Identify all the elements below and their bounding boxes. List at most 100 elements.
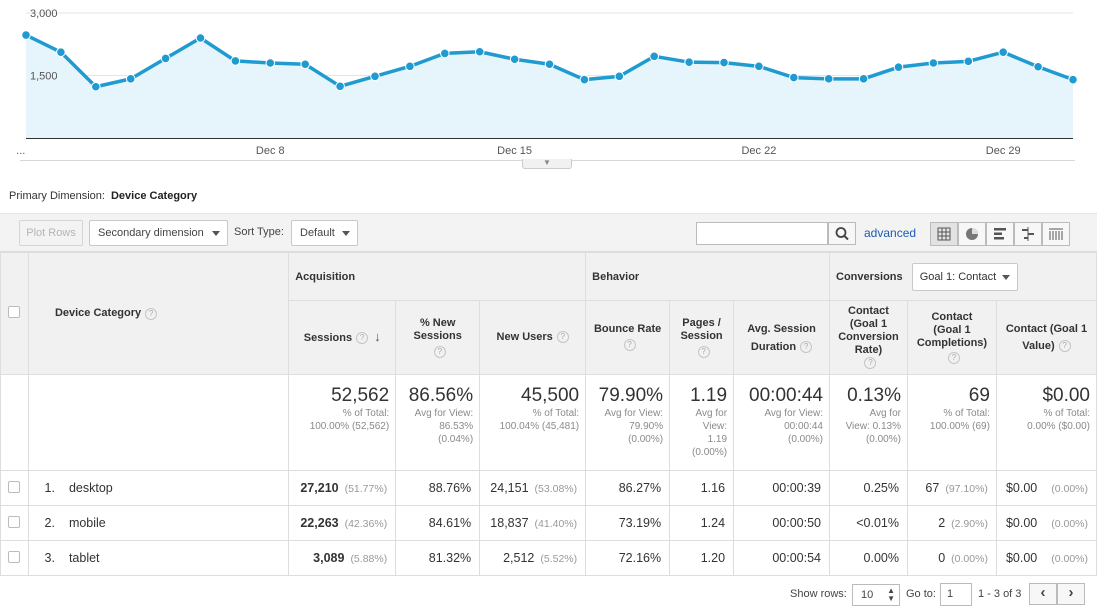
totals-checkbox-cell bbox=[0, 374, 29, 471]
conv-rate-header[interactable]: Contact (Goal 1 Conversion Rate)? bbox=[829, 300, 908, 375]
help-icon[interactable]: ? bbox=[864, 357, 877, 370]
prev-page-button[interactable]: ‹ bbox=[1029, 583, 1057, 605]
view-percentage-button[interactable] bbox=[958, 222, 986, 246]
avg-session-header[interactable]: Avg. Session Duration? bbox=[733, 300, 830, 375]
next-page-button[interactable]: › bbox=[1057, 583, 1085, 605]
value-cell: $0.00 (0.00%) bbox=[995, 470, 1097, 506]
table-search-input[interactable] bbox=[696, 222, 828, 245]
select-all-checkbox[interactable] bbox=[8, 306, 21, 318]
search-button[interactable] bbox=[828, 222, 856, 245]
secondary-dimension-dropdown[interactable]: Secondary dimension bbox=[89, 220, 228, 246]
chevron-down-icon bbox=[212, 231, 220, 236]
view-data-table-button[interactable] bbox=[930, 222, 958, 246]
totals-label-cell bbox=[27, 374, 290, 471]
goto-page-input[interactable]: 1 bbox=[940, 583, 972, 606]
completions-header[interactable]: Contact (Goal 1 Completions)? bbox=[906, 300, 997, 375]
help-icon[interactable]: ? bbox=[556, 331, 569, 344]
sessions-pct: (51.77%) bbox=[344, 483, 388, 495]
row-checkbox[interactable] bbox=[8, 515, 21, 528]
help-icon[interactable]: ? bbox=[433, 345, 446, 358]
help-icon[interactable]: ? bbox=[800, 340, 813, 353]
data-point bbox=[160, 53, 171, 64]
goal-dropdown[interactable]: Goal 1: Contact bbox=[911, 262, 1018, 291]
view-comparison-button[interactable] bbox=[1014, 222, 1042, 246]
completions-pct: (2.90%) bbox=[951, 518, 988, 530]
view-pivot-button[interactable] bbox=[1042, 222, 1070, 246]
data-point bbox=[509, 54, 520, 65]
total-sessions: 52,562 % of Total: 100.00% (52,562) bbox=[288, 374, 397, 471]
help-icon[interactable]: ? bbox=[623, 339, 636, 352]
show-rows-select[interactable]: 10 ▲ ▼ bbox=[852, 584, 900, 606]
value-cell: $0.00 (0.00%) bbox=[995, 505, 1097, 541]
new-sessions-header[interactable]: % New Sessions? bbox=[395, 300, 481, 375]
y-tick-label: 3,000 bbox=[30, 8, 58, 20]
avg-session-cell: 00:00:54 bbox=[733, 540, 830, 576]
total-pages-session: 1.19 Avg for View: 1.19 (0.00%) bbox=[669, 374, 735, 471]
x-tick-label: Dec 22 bbox=[741, 145, 776, 157]
total-avg-session: 00:00:44 Avg for View: 00:00:44 (0.00%) bbox=[733, 374, 830, 471]
table-toolbar: Plot Rows Secondary dimension Sort Type:… bbox=[0, 213, 1097, 252]
help-icon[interactable]: ? bbox=[356, 332, 369, 345]
device-link[interactable]: desktop bbox=[68, 481, 113, 495]
value-header[interactable]: Contact (Goal 1 Value)? bbox=[995, 300, 1097, 375]
data-point bbox=[21, 30, 31, 40]
data-point bbox=[754, 61, 764, 72]
data-point bbox=[195, 33, 206, 43]
dimension-header[interactable]: Device Category? bbox=[27, 252, 290, 375]
device-link[interactable]: mobile bbox=[68, 516, 106, 530]
help-icon[interactable]: ? bbox=[145, 307, 158, 320]
goal-dropdown-value: Goal 1: Contact bbox=[919, 270, 997, 283]
pages-session-header[interactable]: Pages / Session? bbox=[669, 300, 735, 375]
table-row: 2. mobile 22,263 (42.36%) 84.61% 18,837 (41… bbox=[0, 505, 1097, 541]
total-caption: View: 0.13% bbox=[845, 421, 901, 432]
device-cell: 1. desktop bbox=[27, 470, 290, 506]
table-row: 1. desktop 27,210 (51.77%) 88.76% 24,151 (5… bbox=[0, 470, 1097, 506]
row-checkbox-cell bbox=[0, 505, 29, 541]
help-icon[interactable]: ? bbox=[697, 345, 710, 358]
sort-type-value: Default bbox=[300, 227, 335, 239]
data-point bbox=[789, 72, 799, 83]
chevron-down-icon bbox=[342, 231, 350, 236]
value-header-label: Contact (Goal 1 Value) bbox=[1005, 322, 1088, 352]
primary-dimension-label: Primary Dimension: bbox=[9, 190, 105, 202]
total-caption: (0.00%) bbox=[692, 447, 728, 458]
sessions-header[interactable]: Sessions? ↓ bbox=[288, 300, 397, 375]
secondary-dimension-label: Secondary dimension bbox=[98, 227, 204, 239]
total-caption: Avg for View: bbox=[764, 408, 823, 419]
completions-header-label: Contact (Goal 1 Completions) bbox=[916, 310, 988, 349]
totals-row: 52,562 % of Total: 100.00% (52,562) 86.56%… bbox=[0, 374, 1097, 471]
total-caption: 100.00% (52,562) bbox=[309, 421, 390, 432]
row-checkbox[interactable] bbox=[8, 550, 21, 563]
new-users-cell: 2,512 (5.52%) bbox=[479, 540, 587, 576]
device-cell: 2. mobile bbox=[27, 505, 290, 541]
value-value: $0.00 bbox=[1005, 481, 1038, 495]
plot-rows-button[interactable]: Plot Rows bbox=[19, 220, 83, 246]
new-sessions-cell: 88.76% bbox=[395, 470, 481, 506]
new-users-header[interactable]: New Users? bbox=[479, 300, 587, 375]
help-icon[interactable]: ? bbox=[947, 351, 960, 364]
sessions-value: 27,210 bbox=[300, 481, 339, 495]
total-caption: 100.00% (69) bbox=[929, 421, 990, 432]
device-link[interactable]: tablet bbox=[68, 551, 100, 565]
data-point bbox=[300, 59, 311, 70]
advanced-filter-link[interactable]: advanced bbox=[864, 226, 917, 240]
bar-chart-icon bbox=[994, 228, 1006, 240]
completions-cell: 67 (97.10%) bbox=[906, 470, 997, 506]
new-sessions-cell: 84.61% bbox=[395, 505, 481, 541]
sort-descending-icon[interactable]: ↓ bbox=[374, 329, 381, 344]
chart-collapse-handle[interactable]: ▼ bbox=[522, 159, 572, 169]
bounce-rate-header[interactable]: Bounce Rate? bbox=[585, 300, 671, 375]
sort-type-dropdown[interactable]: Default bbox=[291, 220, 358, 246]
new-users-cell: 18,837 (41.40%) bbox=[479, 505, 587, 541]
row-checkbox[interactable] bbox=[8, 480, 21, 493]
help-icon[interactable]: ? bbox=[1058, 339, 1071, 352]
updown-icon: ▲ ▼ bbox=[887, 586, 895, 603]
data-point bbox=[684, 57, 694, 67]
chevron-right-icon: › bbox=[1068, 584, 1074, 601]
data-point bbox=[405, 61, 415, 72]
value-pct: (0.00%) bbox=[1051, 483, 1088, 495]
primary-dimension-value[interactable]: Device Category bbox=[110, 190, 198, 202]
view-performance-button[interactable] bbox=[986, 222, 1014, 246]
new-users-pct: (41.40%) bbox=[534, 518, 578, 530]
sessions-cell: 27,210 (51.77%) bbox=[288, 470, 397, 506]
